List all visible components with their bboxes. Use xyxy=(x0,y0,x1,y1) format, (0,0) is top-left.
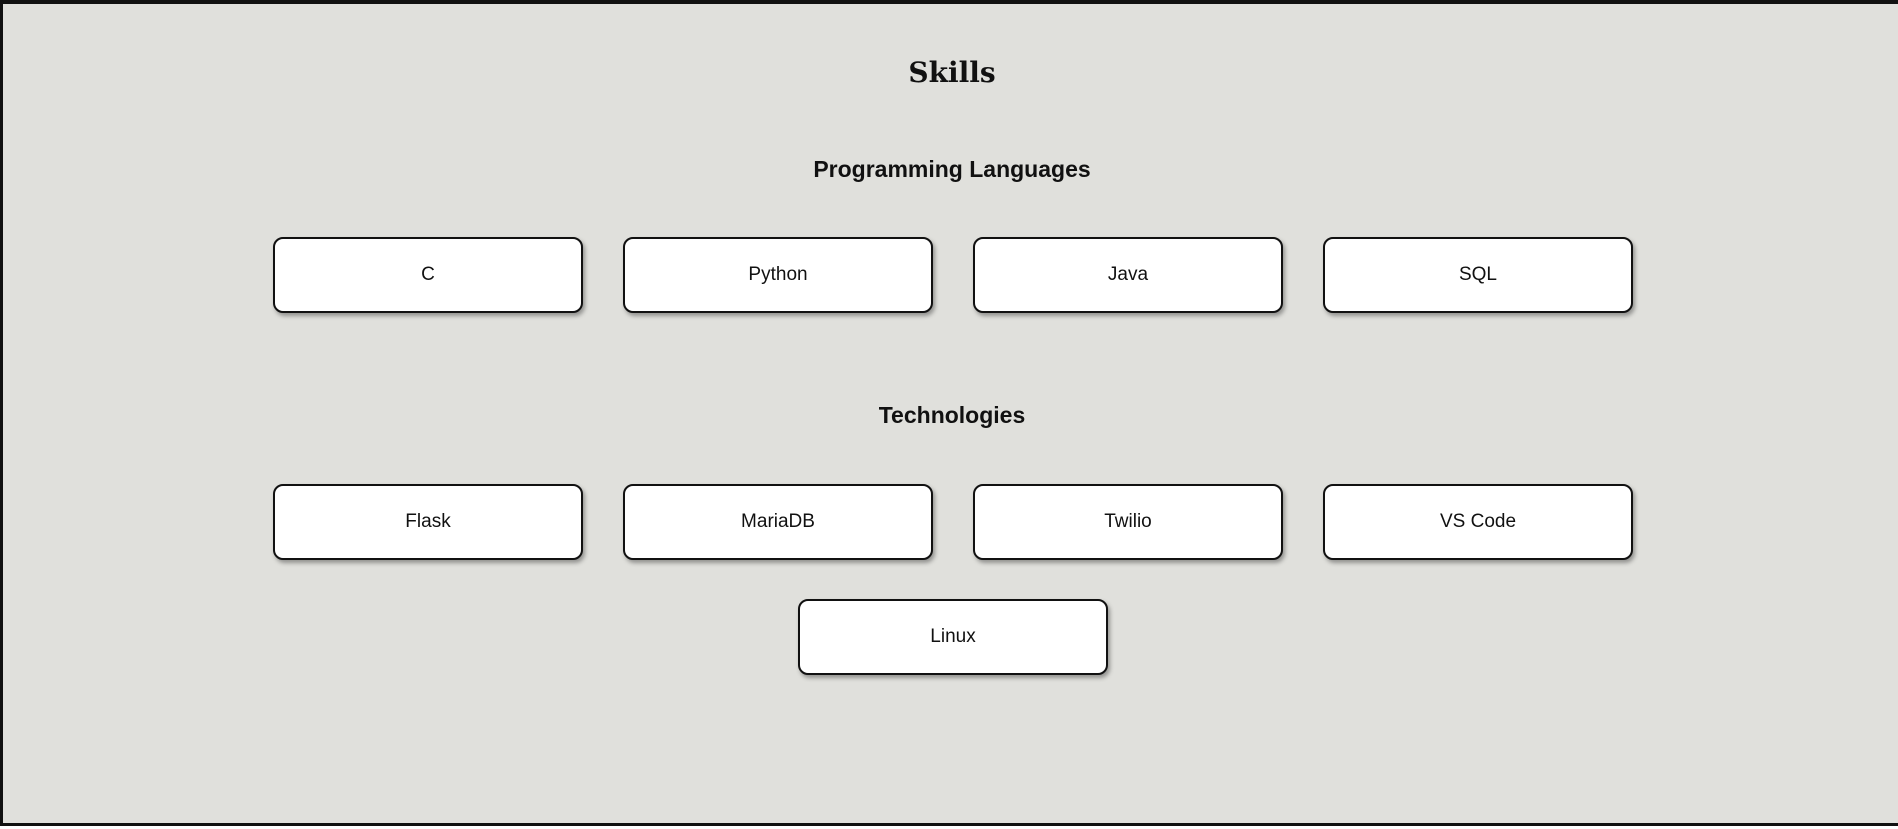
skill-card-twilio: Twilio xyxy=(973,484,1283,560)
section-heading-technologies: Technologies xyxy=(878,402,1026,428)
skill-card-vs-code: VS Code xyxy=(1323,484,1633,560)
skill-card-c: C xyxy=(273,237,583,313)
skill-card-flask: Flask xyxy=(273,484,583,560)
skill-card-sql: SQL xyxy=(1323,237,1633,313)
skill-card-java: Java xyxy=(973,237,1283,313)
page-title: Skills xyxy=(908,56,996,89)
skill-card-linux: Linux xyxy=(798,599,1108,675)
skill-card-mariadb: MariaDB xyxy=(623,484,933,560)
skill-card-python: Python xyxy=(623,237,933,313)
section-heading-programming-languages: Programming Languages xyxy=(813,156,1091,182)
